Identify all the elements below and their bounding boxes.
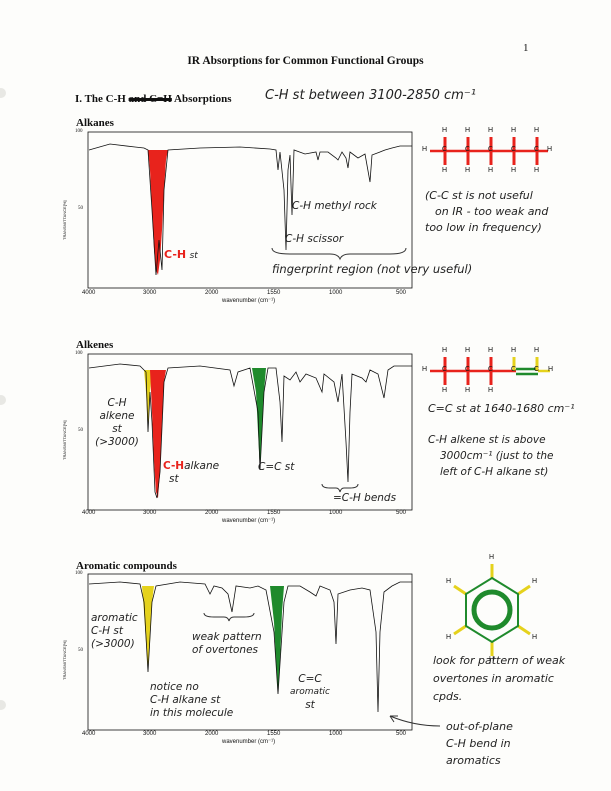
alkenes-y-label: TRANSMITTANCE[%] — [62, 420, 67, 460]
ch-st-annotation: C-H st — [164, 248, 198, 261]
panel-label-aromatics: Aromatic compounds — [76, 560, 177, 572]
overtones-annotation: weak pattern of overtones — [192, 631, 262, 656]
aromatics-x-tick: 1550 — [267, 731, 281, 737]
aromatics-y-label: TRANSMITTANCE[%] — [62, 640, 67, 680]
aromatics-x-tick: 500 — [396, 731, 407, 737]
alkanes-x-tick: 1000 — [329, 290, 343, 296]
alkenes-x-label: wavenumber (cm⁻¹) — [222, 518, 276, 524]
panel-label-alkanes: Alkanes — [76, 117, 114, 129]
bends-brace — [321, 483, 359, 493]
alkanes-y-label: TRANSMITTANCE[%] — [62, 200, 67, 240]
aromatics-y-mid: 50 — [78, 648, 83, 653]
binder-hole — [0, 395, 6, 405]
spectrum-aromatics — [87, 573, 413, 731]
cc-note: (C-C st is not useful on IR - too weak a… — [425, 189, 549, 234]
section-struck-text: and C=H — [128, 93, 172, 105]
spectrum-alkenes — [87, 353, 413, 511]
aromatics-x-tick: 3000 — [143, 731, 157, 737]
fingerprint-annotation: fingerprint region (not very useful) — [272, 262, 473, 276]
alkanes-y-max: 100 — [75, 129, 83, 134]
notice-annotation: notice no C-H alkane st in this molecule — [150, 681, 234, 719]
methyl-rock-annotation: C-H methyl rock — [292, 200, 377, 212]
ch-alkane-annotation: C-Halkane st — [163, 460, 220, 485]
aromatics-x-tick: 2000 — [205, 731, 219, 737]
alkane-atom-labels: H H H H H H H H H H H H C C C C C — [422, 127, 553, 174]
binder-hole — [0, 88, 6, 98]
spectrum-alkanes — [87, 131, 413, 289]
alkanes-x-tick: 3000 — [143, 290, 157, 296]
benzene-molecule — [453, 564, 531, 656]
aromatic-ch-annotation: aromatic C-H st (>3000) — [91, 612, 138, 650]
oop-annotation: out-of-plane C-H bend in aromatics — [446, 720, 513, 767]
aromatics-x-tick: 1000 — [329, 731, 343, 737]
section-prefix: I. The C-H — [75, 93, 126, 105]
alkane-molecule — [430, 137, 548, 165]
alkenes-x-tick: 1000 — [329, 510, 343, 516]
page-title: IR Absorptions for Common Functional Gro… — [187, 55, 424, 67]
cc-range-annotation: C=C st at 1640-1680 cm⁻¹ — [428, 402, 575, 415]
section-heading: I. The C-H and C=H Absorptions — [75, 93, 231, 105]
look-for-annotation: look for pattern of weak overtones in ar… — [433, 654, 566, 703]
scissor-annotation: C-H scissor — [285, 233, 344, 245]
oop-arrow — [389, 715, 441, 727]
alkenes-x-tick: 3000 — [143, 510, 157, 516]
alkanes-x-tick: 2000 — [205, 290, 219, 296]
alkene-molecule — [430, 357, 550, 385]
alkenes-x-tick: 2000 — [205, 510, 219, 516]
benzene-atom-labels: H H H H H H — [446, 554, 538, 663]
alkenes-y-max: 100 — [75, 351, 83, 356]
alkenes-x-tick: 1550 — [267, 510, 281, 516]
aromatics-y-max: 100 — [75, 571, 83, 576]
alkanes-x-tick: 1550 — [267, 290, 281, 296]
alkanes-x-tick: 4000 — [82, 290, 96, 296]
alkenes-x-tick: 500 — [396, 510, 407, 516]
ch-alkene-annotation: C-H alkene st (>3000) — [95, 397, 139, 448]
alkanes-y-mid: 50 — [78, 206, 83, 211]
alkenes-x-tick: 4000 — [82, 510, 96, 516]
fingerprint-brace — [271, 247, 407, 261]
alkenes-y-mid: 50 — [78, 428, 83, 433]
overtones-brace — [203, 612, 255, 622]
cc-aromatic-annotation: C=C aromatic st — [290, 673, 330, 711]
binder-hole — [0, 700, 6, 710]
alkanes-x-label: wavenumber (cm⁻¹) — [222, 298, 276, 304]
section-suffix: Absorptions — [174, 93, 232, 105]
cc-st-annotation: C=C st — [258, 461, 295, 473]
alkene-atom-labels: H H H H H H H H H H C C C C C — [422, 347, 554, 394]
above-3000-note: C-H alkene st is above 3000cm⁻¹ (just to… — [428, 434, 554, 478]
page-number: 1 — [523, 42, 529, 54]
alkanes-x-tick: 500 — [396, 290, 407, 296]
aromatics-x-tick: 4000 — [82, 731, 96, 737]
bends-annotation: =C-H bends — [333, 492, 397, 504]
section-handwritten-note: C-H st between 3100-2850 cm⁻¹ — [265, 88, 476, 103]
panel-label-alkenes: Alkenes — [76, 339, 114, 351]
aromatics-x-label: wavenumber (cm⁻¹) — [222, 739, 276, 745]
